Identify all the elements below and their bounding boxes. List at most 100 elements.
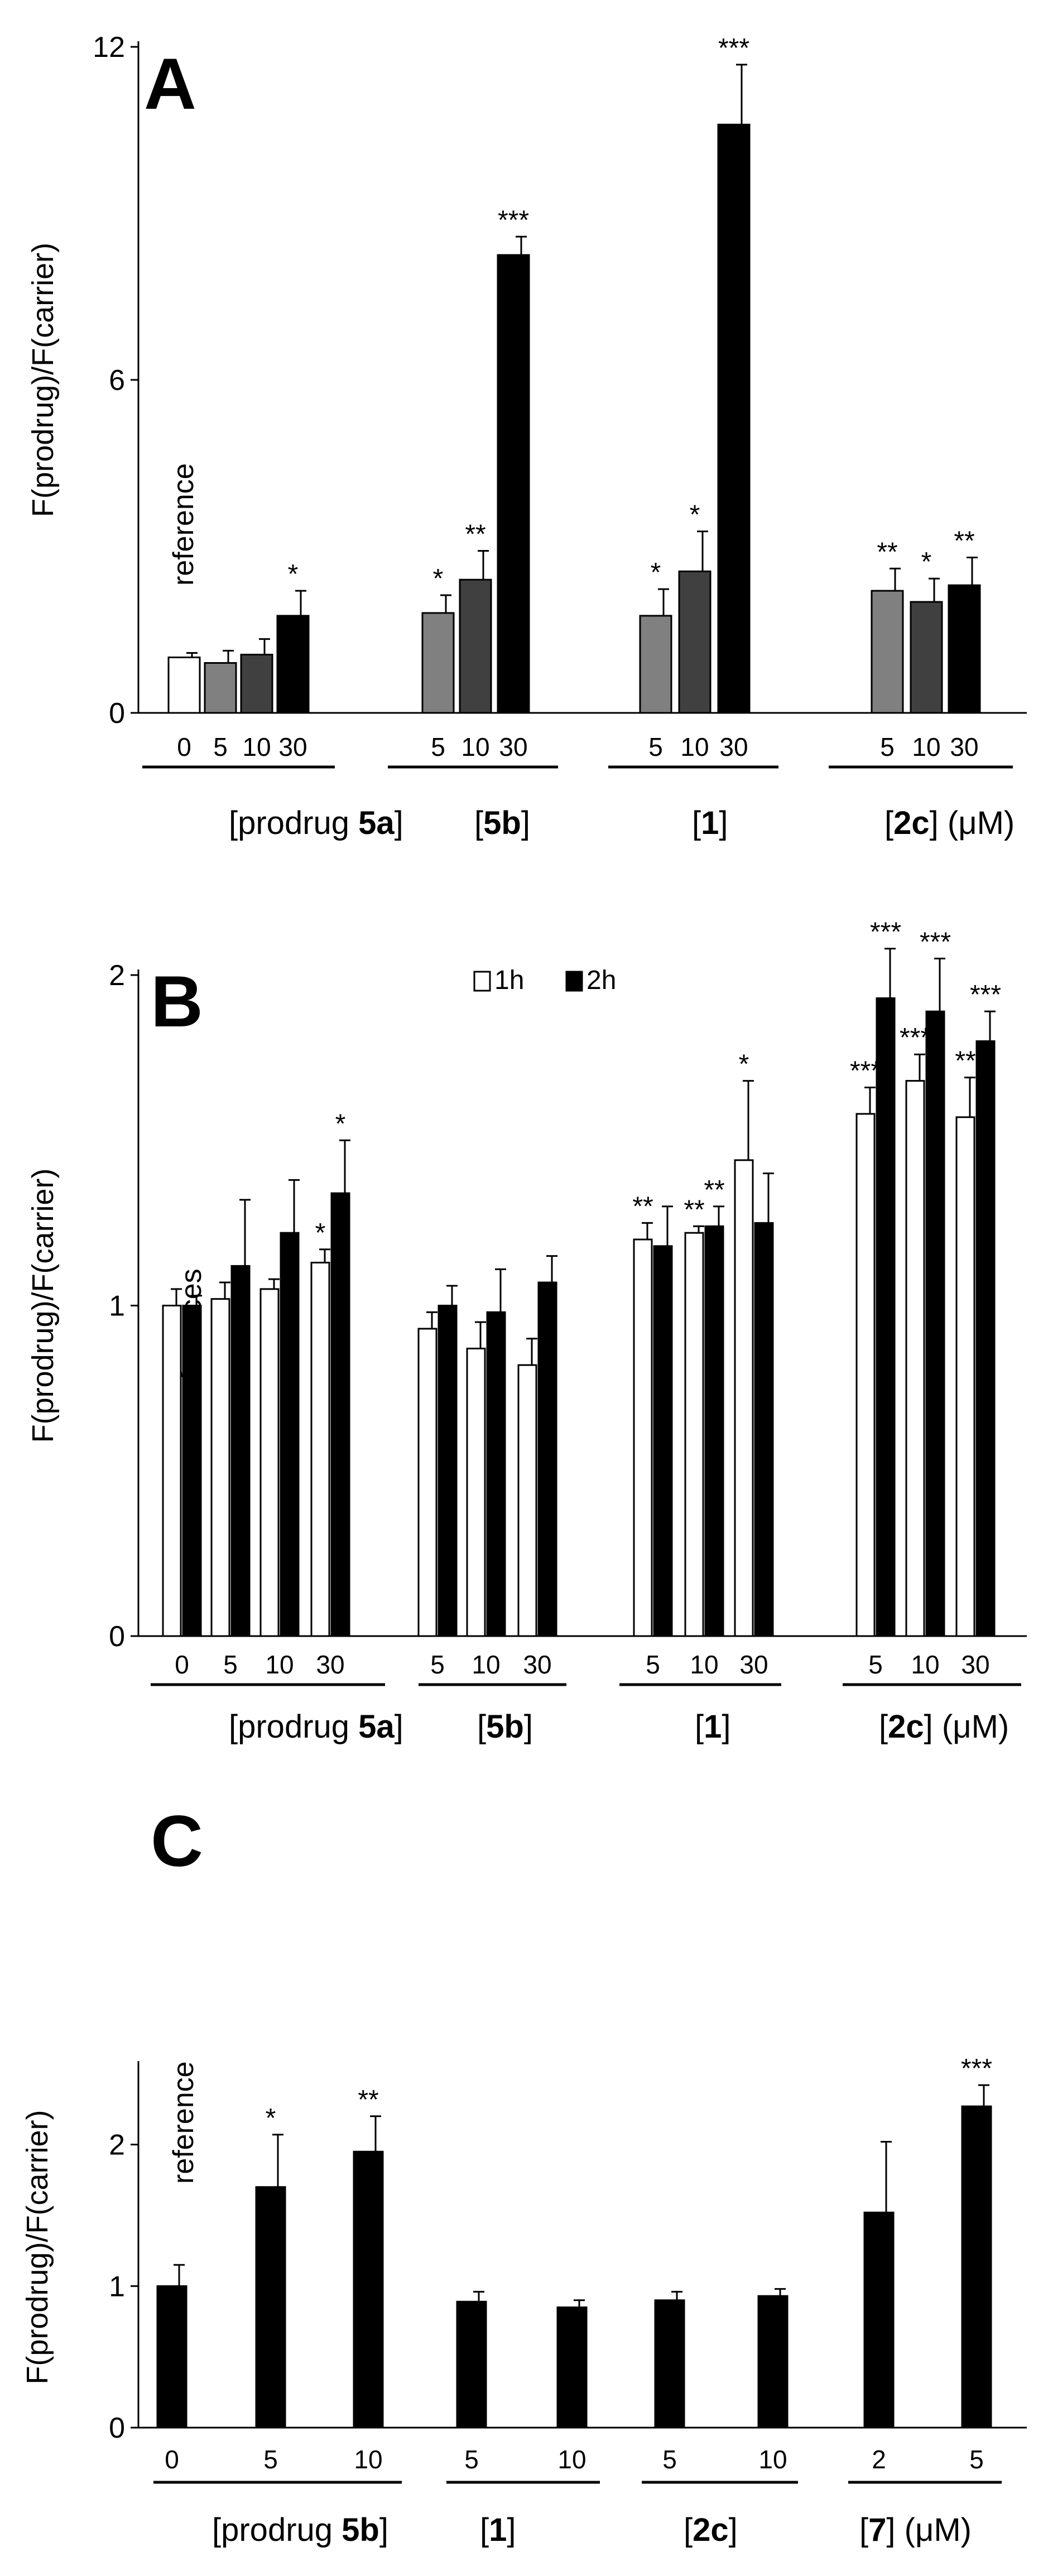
significance-marker: *** xyxy=(498,205,529,235)
y-axis-label: F(prodrug)/F(carrier) xyxy=(26,1168,60,1443)
x-tick-label: 5 xyxy=(868,1650,883,1679)
x-tick-label: 0 xyxy=(165,2445,179,2474)
group-label: [1] xyxy=(480,2512,516,2548)
x-tick-label: 10 xyxy=(557,2445,586,2474)
y-tick-label: 12 xyxy=(93,31,125,64)
bar xyxy=(955,1116,975,1637)
group-label-compound: 2c xyxy=(888,1709,924,1745)
reference-annotation: reference xyxy=(167,463,200,586)
significance-marker: *** xyxy=(870,918,901,947)
group-label-prefix: [prodrug xyxy=(229,1709,358,1745)
x-tick-label: 10 xyxy=(265,1650,294,1679)
significance-marker: ** xyxy=(358,2085,378,2115)
group-label-prefix: [ xyxy=(477,1709,486,1745)
x-tick-label: 10 xyxy=(911,1650,939,1679)
x-tick-label: 5 xyxy=(648,732,663,761)
y-axis-label: F(prodrug)/F(carrier) xyxy=(26,243,60,517)
group-label-prefix: [ xyxy=(884,805,893,841)
group-label: [2c] (μM) xyxy=(879,1709,1009,1745)
bar xyxy=(704,1225,724,1637)
group-label: [prodrug 5a] xyxy=(229,1709,403,1745)
group-label: [2c] xyxy=(684,2512,738,2548)
group-label: [2c] (μM) xyxy=(884,805,1015,841)
group-label-suffix: ] xyxy=(722,1709,730,1745)
bar xyxy=(717,123,751,714)
x-tick-label: 30 xyxy=(961,1650,989,1679)
x-tick-label: 10 xyxy=(354,2445,382,2474)
bar xyxy=(276,615,310,714)
group-label: [7] (μM) xyxy=(859,2512,972,2548)
bar xyxy=(925,1010,945,1637)
group-label-suffix: ] xyxy=(521,805,530,841)
group-label-compound: 7 xyxy=(868,2512,886,2548)
significance-marker: ** xyxy=(954,526,974,556)
bar xyxy=(556,2306,588,2429)
bar xyxy=(639,615,672,714)
group-label-compound: 5a xyxy=(358,1709,395,1745)
bar xyxy=(240,654,273,714)
bar xyxy=(905,1080,925,1637)
bar xyxy=(417,1328,438,1637)
bar xyxy=(259,1288,280,1637)
significance-marker: * xyxy=(690,500,700,530)
group-label-prefix: [ xyxy=(859,2512,868,2548)
group-label-compound: 5a xyxy=(358,805,395,841)
y-tick-label: 6 xyxy=(109,364,125,397)
group-label-suffix: ] xyxy=(379,2512,388,2548)
group-label-prefix: [ xyxy=(684,2512,693,2548)
bar xyxy=(456,2300,487,2429)
x-tick-label: 0 xyxy=(175,1650,189,1679)
group-label-unit: (μM) xyxy=(939,805,1015,841)
x-tick-label: 5 xyxy=(430,1650,445,1679)
group-label-unit: (μM) xyxy=(933,1709,1009,1745)
group-label: [1] xyxy=(695,1709,731,1745)
group-label-suffix: ] xyxy=(507,2512,516,2548)
legend: 1h 2h xyxy=(473,966,616,995)
x-tick-label: 0 xyxy=(177,732,191,761)
significance-marker: * xyxy=(921,547,932,577)
legend-swatch xyxy=(565,971,583,992)
significance-marker: * xyxy=(266,2104,276,2133)
significance-marker: * xyxy=(335,1109,346,1139)
panel-b: 012F(prodrug)/F(carrier)Breferences1h2h0… xyxy=(26,918,1027,1745)
group-label-compound: 5b xyxy=(486,1709,524,1745)
x-tick-label: 10 xyxy=(758,2445,787,2474)
group-label-compound: 5b xyxy=(342,2512,379,2548)
group-label: [1] xyxy=(692,805,728,841)
group-label-compound: 1 xyxy=(489,2512,507,2548)
y-tick-label: 2 xyxy=(109,2129,125,2162)
x-tick-label: 5 xyxy=(662,2445,677,2474)
group-label-prefix: [prodrug xyxy=(229,805,358,841)
x-tick-label: 30 xyxy=(316,1650,344,1679)
y-tick-label: 2 xyxy=(109,959,125,992)
x-tick-label: 30 xyxy=(499,732,527,761)
legend-label: 2h xyxy=(587,966,616,995)
group-label-compound: 1 xyxy=(704,1709,722,1745)
group-label-prefix: [ xyxy=(692,805,701,841)
y-tick-label: 0 xyxy=(109,2412,125,2444)
group-label-unit: (μM) xyxy=(896,2512,972,2548)
significance-marker: * xyxy=(315,1218,326,1248)
bar xyxy=(734,1159,754,1637)
bar xyxy=(757,2295,789,2429)
group-label-compound: 5b xyxy=(483,805,521,841)
y-tick-label: 0 xyxy=(109,1620,125,1653)
bar xyxy=(684,1232,704,1637)
group-label: [prodrug 5b] xyxy=(212,2512,388,2548)
x-tick-label: 5 xyxy=(213,732,228,761)
group-label-suffix: ] xyxy=(395,1709,403,1745)
bar xyxy=(517,1364,537,1637)
significance-marker: * xyxy=(651,558,661,587)
x-tick-label: 10 xyxy=(690,1650,718,1679)
bar xyxy=(654,2299,685,2429)
x-tick-label: 30 xyxy=(950,732,978,761)
bar xyxy=(330,1192,350,1637)
significance-marker: *** xyxy=(718,33,749,63)
bar xyxy=(633,1238,653,1637)
group-label-suffix: ] xyxy=(719,805,728,841)
bar xyxy=(653,1245,673,1637)
group-label-compound: 2c xyxy=(693,2512,729,2548)
